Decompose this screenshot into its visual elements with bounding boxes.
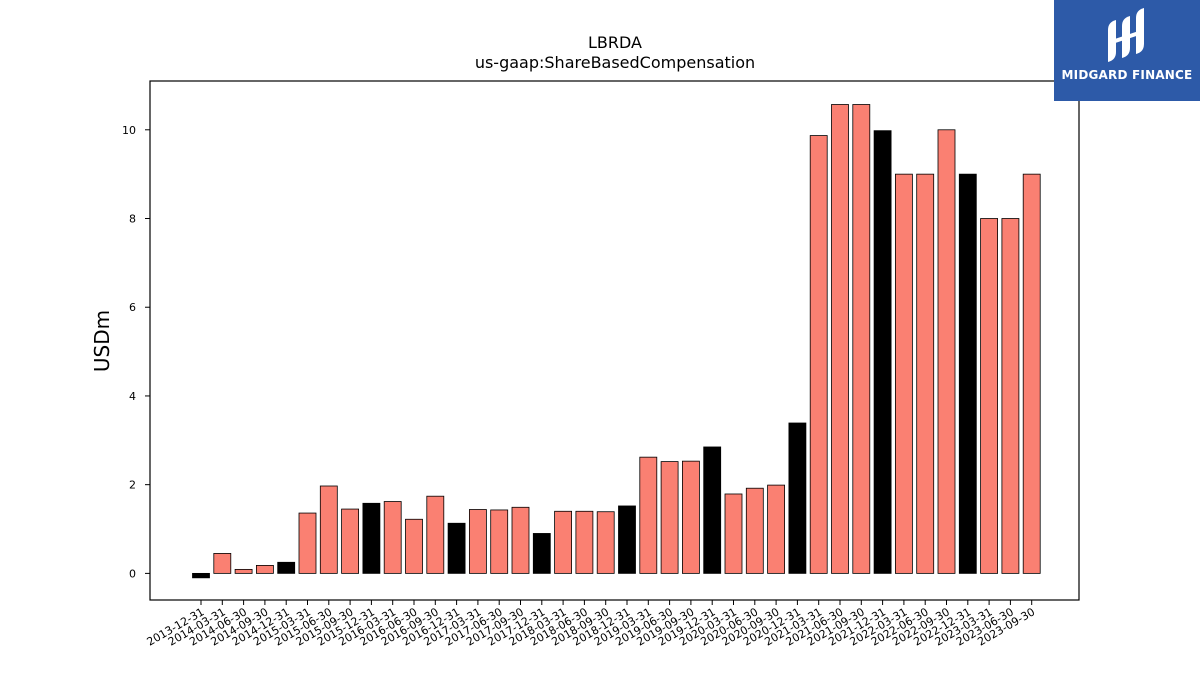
bar-2016-09-30 bbox=[426, 495, 445, 574]
bar-2018-03-31 bbox=[554, 510, 572, 574]
y-tick-label: 10 bbox=[122, 124, 136, 137]
bar-2016-12-31 bbox=[447, 522, 466, 574]
bar-2017-09-30 bbox=[511, 506, 530, 574]
bar-2019-12-31 bbox=[703, 446, 722, 574]
y-axis-label: USDm bbox=[90, 310, 114, 372]
bar-2023-03-31 bbox=[980, 218, 998, 574]
bar-2015-12-31 bbox=[362, 502, 381, 574]
bar-2015-03-31 bbox=[298, 512, 317, 574]
y-tick-label: 6 bbox=[129, 301, 136, 314]
midgard-logo-icon bbox=[1108, 8, 1144, 62]
bar-2020-06-30 bbox=[745, 487, 764, 574]
bar-2014-12-31 bbox=[277, 561, 296, 574]
y-ticks-group: 0 2 4 6 8 10 bbox=[122, 124, 150, 580]
bar-2020-03-31 bbox=[724, 493, 743, 574]
y-tick-label: 4 bbox=[129, 390, 136, 403]
bar-2022-12-31 bbox=[958, 173, 977, 574]
y-tick-label: 0 bbox=[129, 567, 136, 580]
bar-2023-09-30 bbox=[1022, 173, 1041, 574]
bar-2018-09-30 bbox=[596, 511, 615, 574]
bar-2021-09-30 bbox=[852, 104, 871, 574]
bar-2017-03-31 bbox=[468, 509, 487, 574]
bar-2020-12-31 bbox=[788, 422, 807, 574]
bar-2014-06-30 bbox=[234, 568, 253, 574]
bars-group bbox=[192, 104, 1041, 579]
bar-2019-06-30 bbox=[660, 461, 679, 574]
bar-2014-03-31 bbox=[213, 553, 232, 574]
x-ticks-group: 2013-12-312014-03-312014-06-302014-09-30… bbox=[145, 600, 1037, 649]
bar-2014-09-30 bbox=[255, 565, 274, 574]
y-tick-label: 8 bbox=[129, 213, 136, 226]
bar-2020-09-30 bbox=[767, 484, 785, 574]
bar-2019-03-31 bbox=[639, 456, 658, 574]
bar-2017-12-31 bbox=[532, 533, 551, 574]
brand-name: MIDGARD FINANCE bbox=[1061, 68, 1193, 82]
bar-2016-03-31 bbox=[383, 501, 402, 574]
bar-2021-12-31 bbox=[873, 130, 892, 574]
chart-subtitle: us-gaap:ShareBasedCompensation bbox=[475, 53, 755, 72]
bar-2019-09-30 bbox=[682, 460, 700, 574]
bar-2021-06-30 bbox=[831, 104, 849, 574]
bar-2015-06-30 bbox=[319, 485, 338, 574]
bar-2018-12-31 bbox=[618, 505, 636, 574]
bar-2022-06-30 bbox=[916, 173, 935, 574]
bar-2018-06-30 bbox=[575, 510, 594, 574]
chart-title: LBRDA bbox=[588, 33, 642, 52]
bar-2013-12-31 bbox=[192, 572, 210, 579]
plot-frame bbox=[149, 80, 1080, 601]
bar-2023-06-30 bbox=[1001, 218, 1020, 574]
bar-2021-03-31 bbox=[809, 135, 828, 574]
bar-2022-09-30 bbox=[937, 129, 956, 574]
bar-2017-06-30 bbox=[490, 509, 509, 574]
bar-2016-06-30 bbox=[405, 518, 423, 574]
bar-2015-09-30 bbox=[341, 508, 360, 574]
bar-2022-03-31 bbox=[895, 173, 913, 574]
brand-logo: MIDGARD FINANCE bbox=[1054, 0, 1200, 101]
y-tick-label: 2 bbox=[129, 479, 136, 492]
